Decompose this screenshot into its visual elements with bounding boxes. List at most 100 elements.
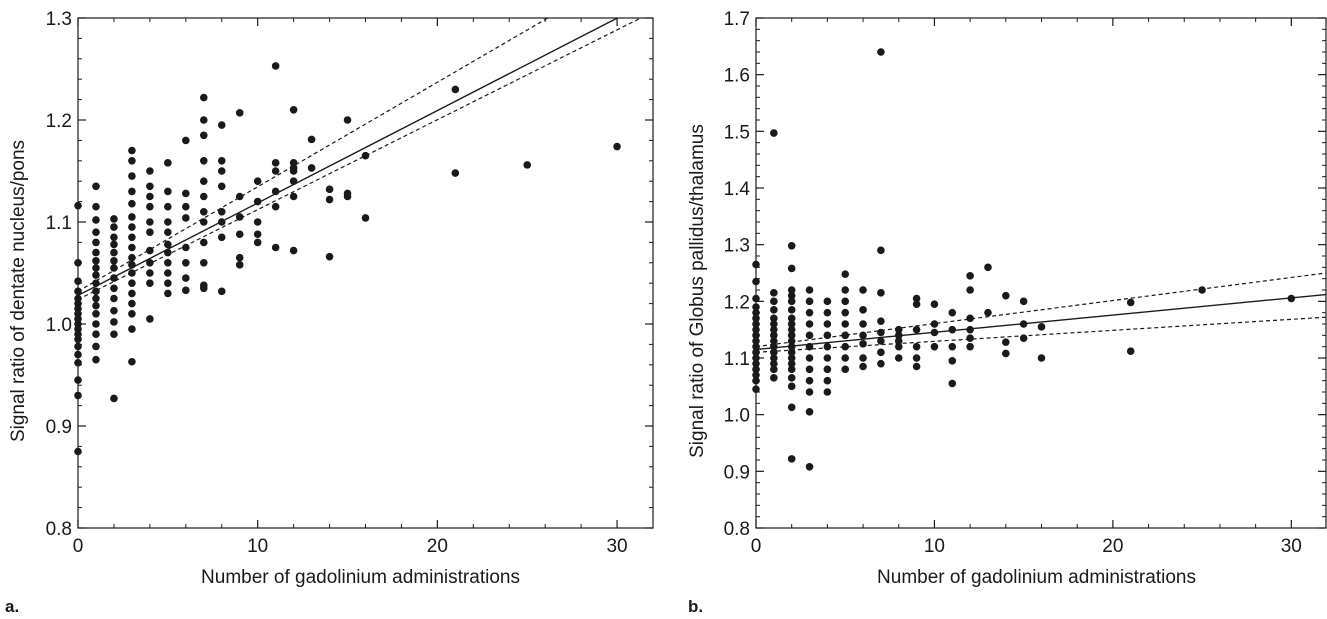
data-point <box>823 320 832 328</box>
scatter-points-a <box>74 62 621 456</box>
data-point <box>307 164 316 172</box>
data-point <box>912 342 921 351</box>
data-point <box>859 320 867 328</box>
data-point <box>752 359 760 368</box>
data-point <box>823 376 832 385</box>
data-point <box>128 213 136 221</box>
data-point <box>146 259 154 267</box>
data-point <box>805 388 814 396</box>
data-point <box>787 242 796 250</box>
data-point <box>752 260 760 269</box>
regression-line-b <box>755 293 1327 351</box>
data-point <box>128 172 136 180</box>
panel-label-b: b. <box>688 597 703 616</box>
data-point <box>451 169 460 177</box>
data-point <box>110 240 118 249</box>
data-point <box>182 189 190 198</box>
data-point <box>217 287 226 296</box>
data-point <box>770 289 778 297</box>
data-point <box>128 261 136 269</box>
data-point <box>164 269 172 277</box>
data-point <box>894 325 903 334</box>
data-point <box>199 116 208 124</box>
data-point <box>823 354 832 362</box>
data-point <box>217 218 226 226</box>
data-point <box>770 297 778 306</box>
x-tick-label: 10 <box>924 536 945 557</box>
data-point <box>930 300 939 308</box>
data-point <box>770 314 778 323</box>
data-point <box>92 279 100 288</box>
data-point <box>92 301 100 310</box>
data-point <box>787 354 796 362</box>
data-point <box>199 238 208 247</box>
data-point <box>823 297 832 306</box>
data-point <box>146 182 154 191</box>
scatter-points-b <box>752 48 1296 471</box>
data-point <box>966 342 974 351</box>
data-point <box>92 256 100 265</box>
data-point <box>74 358 82 367</box>
data-point <box>146 315 154 323</box>
data-point <box>146 218 154 226</box>
data-point <box>343 192 352 201</box>
data-point <box>92 320 100 328</box>
data-point <box>1037 323 1046 331</box>
data-point <box>823 342 832 351</box>
data-point <box>74 447 82 456</box>
data-point <box>199 93 208 102</box>
plot-frame-b <box>755 17 1327 529</box>
data-point <box>146 279 154 288</box>
data-point <box>770 331 778 340</box>
data-point <box>752 348 760 357</box>
panel-label-a: a. <box>5 597 19 616</box>
data-point <box>752 354 760 362</box>
data-point <box>128 223 136 231</box>
data-point <box>110 264 118 272</box>
data-point <box>253 230 262 239</box>
data-point <box>787 297 796 306</box>
data-point <box>948 342 957 351</box>
data-point <box>110 294 118 303</box>
data-point <box>74 287 82 296</box>
data-point <box>253 177 262 185</box>
data-point <box>841 308 850 317</box>
data-point <box>770 359 778 368</box>
data-point <box>128 279 136 288</box>
data-point <box>146 192 154 201</box>
ci-upper-line-b <box>755 272 1327 348</box>
data-point <box>128 199 136 208</box>
data-point <box>146 269 154 277</box>
ticks-a: 0.8 0.9 1.0 1.1 1.2 1.3 0 10 20 30 <box>46 9 654 557</box>
data-point <box>289 106 298 114</box>
x-tick-label: 30 <box>1281 536 1302 557</box>
data-point <box>787 320 796 328</box>
data-point <box>128 253 136 262</box>
data-point <box>128 357 136 366</box>
data-point <box>253 197 262 206</box>
data-point <box>128 157 136 165</box>
data-point <box>770 354 778 362</box>
y-tick-label: 1.0 <box>724 406 750 427</box>
data-point <box>128 243 136 252</box>
data-point <box>805 320 814 328</box>
x-tick-label: 30 <box>606 536 627 557</box>
ticks-b: 0.8 0.9 1.0 1.1 1.2 1.3 1.4 1.5 1.6 1.7 0 10 20 30 <box>724 9 1326 557</box>
data-point <box>146 167 154 175</box>
data-point <box>877 359 885 368</box>
data-point <box>92 310 100 318</box>
data-point <box>92 182 100 191</box>
x-tick-label: 0 <box>751 536 762 557</box>
data-point <box>92 248 100 257</box>
data-point <box>805 297 814 306</box>
data-point <box>289 177 298 185</box>
data-point <box>199 157 208 165</box>
data-point <box>92 228 100 236</box>
data-point <box>217 208 226 216</box>
data-point <box>1126 347 1135 356</box>
data-point <box>235 109 244 117</box>
data-point <box>752 308 760 317</box>
data-point <box>787 337 796 345</box>
data-point <box>92 238 100 247</box>
data-point <box>271 159 280 167</box>
